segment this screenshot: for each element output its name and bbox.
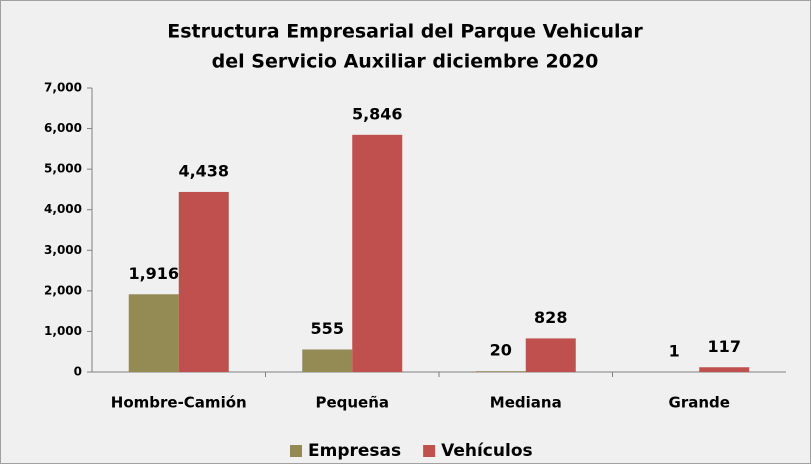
- value-label: 20: [490, 341, 512, 360]
- x-tick-label: Pequeña: [315, 394, 389, 412]
- value-label: 5,846: [352, 104, 403, 123]
- y-tick-label: 5,000: [44, 162, 82, 176]
- bar: [525, 338, 576, 372]
- y-tick-label: 1,000: [44, 324, 82, 338]
- legend-label: Empresas: [308, 441, 401, 461]
- y-tick-label: 4,000: [44, 202, 82, 216]
- bar: [352, 134, 403, 372]
- bar: [699, 367, 750, 372]
- value-label: 117: [708, 337, 741, 356]
- bar: [128, 294, 179, 372]
- y-tick-label: 3,000: [44, 243, 82, 257]
- value-label: 828: [534, 308, 567, 327]
- value-label: 1,916: [128, 264, 179, 283]
- legend-swatch: [290, 445, 302, 457]
- bar: [475, 371, 526, 372]
- value-label: 4,438: [178, 161, 229, 180]
- y-tick-label: 6,000: [44, 121, 82, 135]
- y-tick-label: 0: [74, 365, 82, 379]
- x-tick-label: Mediana: [490, 394, 562, 412]
- y-tick-label: 2,000: [44, 283, 82, 297]
- value-label: 555: [311, 319, 344, 338]
- x-tick-label: Hombre-Camión: [111, 394, 247, 412]
- y-tick-label: 7,000: [44, 81, 82, 95]
- chart-title: Estructura Empresarial del Parque Vehicu…: [167, 21, 643, 43]
- chart-title: del Servicio Auxiliar diciembre 2020: [212, 51, 599, 73]
- value-label: 1: [669, 341, 680, 360]
- legend-swatch: [423, 445, 436, 457]
- bar: [178, 191, 229, 372]
- x-tick-label: Grande: [669, 394, 730, 412]
- bar: [302, 349, 353, 372]
- legend-label: Vehículos: [441, 441, 533, 461]
